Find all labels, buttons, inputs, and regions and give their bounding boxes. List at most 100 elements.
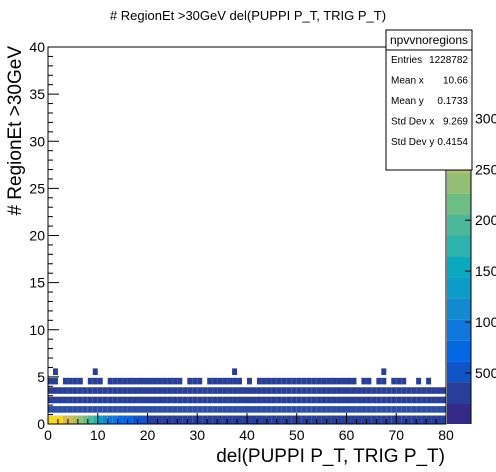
heatmap-bin [381,387,387,394]
heatmap-bin [167,396,173,404]
heatmap-bin [266,406,272,413]
heatmap-bin [271,406,277,413]
heatmap-bin [192,377,198,385]
heatmap-bin [107,387,113,394]
heatmap-bin [132,387,138,394]
heatmap-bin [291,377,297,385]
heatmap-bin [102,396,108,404]
heatmap-bin [167,387,173,394]
heatmap-bin [57,406,63,413]
heatmap-bin [92,396,98,404]
heatmap-bin [346,396,352,404]
heatmap-bin [107,396,113,404]
heatmap-bin [242,415,247,424]
heatmap-bin [72,415,78,424]
heatmap-bin [202,415,208,424]
heatmap-bin [431,406,437,413]
heatmap-bin [132,396,138,404]
heatmap-bin [431,396,437,404]
heatmap-bin [271,396,277,404]
palette-swatch [447,361,471,383]
stats-row-value: 9.269 [443,117,468,128]
heatmap-bin [62,377,68,385]
heatmap-bin [117,396,123,404]
heatmap-bin [147,377,153,385]
heatmap-bin [311,406,317,413]
heatmap-bin [52,396,58,404]
heatmap-bin [376,406,382,413]
heatmap-bin [72,396,78,404]
heatmap-bin [416,406,422,413]
heatmap-bin [426,406,432,413]
x-axis-label: del(PUPPI P_T, TRIG P_T) [216,446,445,467]
heatmap-bin [351,387,357,394]
chart-title: # RegionEt >30GeV del(PUPPI P_T, TRIG P_… [110,8,386,23]
z-tick-label: 2000 [475,212,496,228]
heatmap-bin [187,396,193,404]
stats-box-title: npvvnoregions [390,33,468,47]
y-tick-label: 20 [29,228,45,244]
heatmap-bin [431,387,437,394]
z-tick-label: 2500 [475,161,496,177]
heatmap-bin [396,387,402,394]
heatmap-bin [77,396,83,404]
heatmap-bin [52,377,58,385]
heatmap-bin [306,377,312,385]
heatmap-bin [52,406,58,413]
heatmap-bin [207,377,213,385]
heatmap-bin [102,415,108,424]
heatmap-bin [227,387,233,394]
heatmap-bin [57,387,63,394]
heatmap-bin [247,406,252,413]
heatmap-bin [97,396,103,404]
heatmap-bin [411,415,417,424]
heatmap-bin [202,406,208,413]
heatmap-bin [311,415,317,424]
heatmap-bin [67,377,73,385]
stats-row-value: 10.66 [443,76,468,87]
heatmap-bin [197,415,203,424]
heatmap-bin [102,406,108,413]
heatmap-bin [401,406,407,413]
heatmap-bin [351,396,357,404]
heatmap-bin [82,406,88,413]
x-tick-label: 60 [339,427,355,443]
heatmap-bin [321,415,327,424]
heatmap-bin [162,415,168,424]
heatmap-bin [172,396,178,404]
heatmap-bin [276,377,282,385]
heatmap-bin [122,415,128,424]
stats-row-value: 0.1733 [437,96,468,107]
heatmap-bin [157,415,163,424]
heatmap-bin [431,415,437,424]
heatmap-bin [167,415,173,424]
heatmap-bin [197,396,203,404]
heatmap-bin [416,415,422,424]
heatmap-bin [82,387,88,394]
heatmap-bin [142,396,148,404]
heatmap-bin [321,396,327,404]
heatmap-bin [157,377,163,385]
heatmap-bin [351,377,357,385]
x-tick-label: 50 [289,427,305,443]
heatmap-bin [361,387,367,394]
heatmap-bin [306,406,312,413]
heatmap-bin [147,387,153,394]
heatmap-bin [261,396,267,404]
heatmap-bin [381,406,387,413]
heatmap-bin [77,377,83,385]
heatmap-bin [391,396,397,404]
z-tick-label: 1500 [475,263,496,279]
heatmap-bin [127,415,133,424]
heatmap-bin [371,396,377,404]
stats-row-label: Mean y [391,96,424,107]
heatmap-bin [256,406,262,413]
heatmap-bin [212,387,218,394]
heatmap-bin [122,377,128,385]
heatmap-bin [331,415,337,424]
y-tick-label: 5 [37,369,45,385]
heatmap-bin [421,396,427,404]
stats-row-label: Mean x [391,76,424,87]
heatmap-bin [187,377,193,385]
